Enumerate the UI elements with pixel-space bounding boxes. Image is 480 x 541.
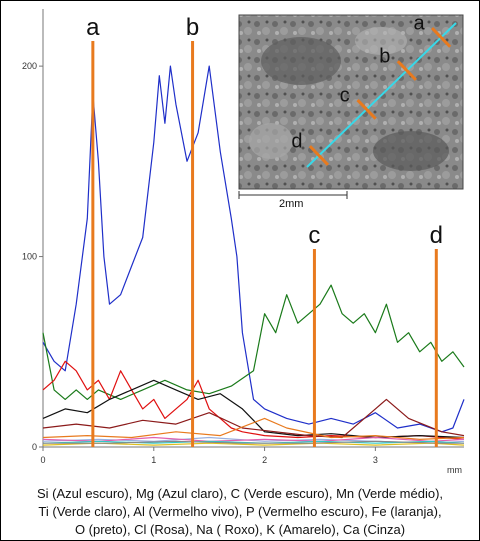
inset-label-b: b <box>379 46 390 68</box>
series-line-11 <box>43 440 464 444</box>
series-line-6 <box>42 417 465 440</box>
inset-label-c: c <box>340 84 350 106</box>
inset-label-a: a <box>414 12 426 34</box>
inset-tick-c <box>356 99 377 120</box>
y-tick-label: 0 <box>32 442 37 452</box>
inset-overlay: a b c d <box>291 12 457 168</box>
x-tick-label: 3 <box>373 455 378 465</box>
series-line-10 <box>42 442 465 446</box>
series-line-5 <box>42 398 465 439</box>
caption-line-1: Si (Azul escuro), Mg (Azul claro), C (Ve… <box>36 486 444 501</box>
series-layer <box>42 65 465 446</box>
caption-line-2: Ti (Verde claro), Al (Vermelho vivo), P … <box>38 504 442 519</box>
inset-tick-b <box>396 60 417 81</box>
series-line-8 <box>42 436 465 442</box>
y-tick-label: 100 <box>22 252 37 262</box>
marker-label-c: c <box>308 222 320 249</box>
series-line-2 <box>42 284 465 400</box>
series-line-3 <box>42 360 465 440</box>
sem-inset-image: a b c d 2mm <box>238 12 464 210</box>
element-color-caption: Si (Azul escuro), Mg (Azul claro), C (Ve… <box>1 485 479 539</box>
inset-label-d: d <box>291 130 302 152</box>
inset-tick-d <box>308 145 330 166</box>
marker-label-b: b <box>186 14 199 41</box>
x-tick-label: 1 <box>151 455 156 465</box>
scale-bar-label: 2mm <box>279 198 303 210</box>
series-line-4 <box>42 379 465 439</box>
x-unit-label: mm <box>447 465 462 475</box>
marker-label-d: d <box>430 222 443 249</box>
x-tick-label: 0 <box>40 455 45 465</box>
traverse-line <box>306 22 457 168</box>
caption-line-3: O (preto), Cl (Rosa), Na ( Roxo), K (Ama… <box>74 522 406 537</box>
marker-label-a: a <box>86 14 100 41</box>
line-profile-chart: 0 100 200 0 1 2 3 mm a b c d a b c d 2mm <box>22 9 465 475</box>
chart-axes: 0 100 200 0 1 2 3 mm <box>22 9 464 475</box>
inset-tick-a <box>430 27 452 48</box>
marker-layer: a b c d <box>86 14 443 447</box>
scale-bar: 2mm <box>238 191 348 210</box>
y-tick-label: 200 <box>22 61 37 71</box>
x-tick-label: 2 <box>262 455 267 465</box>
